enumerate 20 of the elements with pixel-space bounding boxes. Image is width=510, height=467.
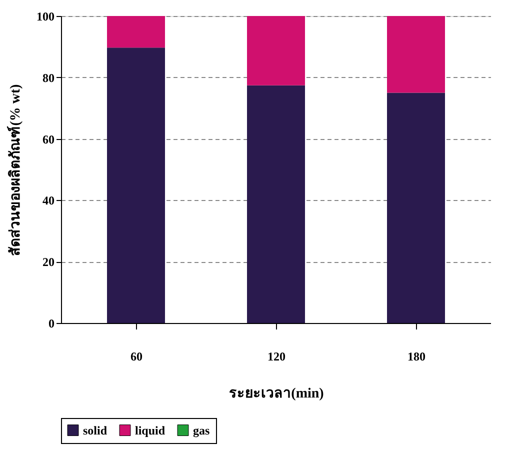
x-tick-label: 60 bbox=[130, 350, 142, 364]
bar bbox=[387, 16, 445, 93]
x-tick-label: 180 bbox=[408, 350, 426, 364]
x-axis-title: ระยะเวลา(min) bbox=[229, 386, 324, 402]
y-axis-title: สัดส่วนของผลิตภัณฑ์(% wt) bbox=[6, 84, 24, 256]
bar bbox=[107, 16, 165, 48]
y-tick-label: 100 bbox=[36, 10, 54, 24]
legend-label: solid bbox=[83, 423, 108, 438]
bar bbox=[247, 16, 305, 86]
x-tick-label: 120 bbox=[268, 350, 286, 364]
y-tick-label: 20 bbox=[42, 255, 54, 270]
bar bbox=[107, 48, 165, 323]
y-tick-label: 80 bbox=[42, 70, 54, 85]
legend-label: liquid bbox=[135, 423, 166, 438]
y-tick-label: 0 bbox=[48, 316, 54, 330]
bar bbox=[387, 92, 445, 323]
y-tick-label: 40 bbox=[42, 194, 54, 208]
legend-label: gas bbox=[193, 423, 210, 438]
bar bbox=[247, 85, 305, 323]
y-tick-label: 60 bbox=[42, 132, 54, 146]
